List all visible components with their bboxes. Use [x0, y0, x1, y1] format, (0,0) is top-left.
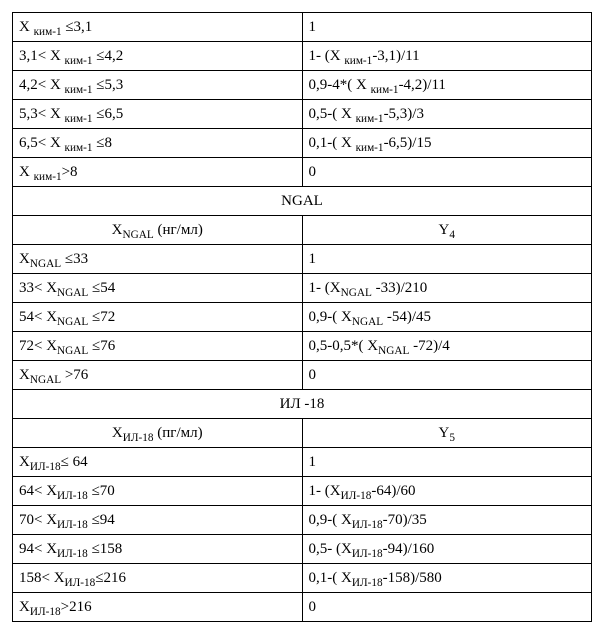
cell-condition: 54< XNGAL ≤72 — [13, 303, 303, 332]
cell-value: 0 — [302, 158, 592, 187]
cell-value: 0,5- (XИЛ-18-94)/160 — [302, 535, 592, 564]
cell-condition: 94< XИЛ-18 ≤158 — [13, 535, 303, 564]
cell-condition: XNGAL ≤33 — [13, 245, 303, 274]
cell-condition: 64< XИЛ-18 ≤70 — [13, 477, 303, 506]
cell-value: 1- (XИЛ-18-64)/60 — [302, 477, 592, 506]
cell-value: Y5 — [302, 419, 592, 448]
cell-value: 1 — [302, 245, 592, 274]
cell-condition: XИЛ-18>216 — [13, 593, 303, 622]
cell-value: 0,1-( XИЛ-18-158)/580 — [302, 564, 592, 593]
cell-value: 0 — [302, 593, 592, 622]
cell-value: 1 — [302, 448, 592, 477]
cell-condition: 158< XИЛ-18≤216 — [13, 564, 303, 593]
cell-condition: XNGAL >76 — [13, 361, 303, 390]
cell-value: Y4 — [302, 216, 592, 245]
section-title: ИЛ -18 — [13, 390, 592, 419]
formula-table: X ким-1 ≤3,113,1< X ким-1 ≤4,21- (X ким-… — [12, 12, 592, 622]
cell-condition: 4,2< X ким-1 ≤5,3 — [13, 71, 303, 100]
cell-value: 1 — [302, 13, 592, 42]
cell-value: 0,5-( X ким-1-5,3)/3 — [302, 100, 592, 129]
cell-condition: 3,1< X ким-1 ≤4,2 — [13, 42, 303, 71]
cell-value: 1- (XNGAL -33)/210 — [302, 274, 592, 303]
cell-condition: X ким-1>8 — [13, 158, 303, 187]
cell-condition: X ким-1 ≤3,1 — [13, 13, 303, 42]
cell-condition: XИЛ-18 (пг/мл) — [13, 419, 303, 448]
cell-condition: 70< XИЛ-18 ≤94 — [13, 506, 303, 535]
cell-condition: 33< XNGAL ≤54 — [13, 274, 303, 303]
cell-value: 0,9-( XNGAL -54)/45 — [302, 303, 592, 332]
cell-value: 0 — [302, 361, 592, 390]
cell-value: 0,9-4*( X ким-1-4,2)/11 — [302, 71, 592, 100]
cell-value: 0,5-0,5*( XNGAL -72)/4 — [302, 332, 592, 361]
section-title: NGAL — [13, 187, 592, 216]
cell-condition: 5,3< X ким-1 ≤6,5 — [13, 100, 303, 129]
cell-condition: XИЛ-18≤ 64 — [13, 448, 303, 477]
cell-condition: 72< XNGAL ≤76 — [13, 332, 303, 361]
cell-condition: 6,5< X ким-1 ≤8 — [13, 129, 303, 158]
cell-value: 0,9-( XИЛ-18-70)/35 — [302, 506, 592, 535]
cell-condition: XNGAL (нг/мл) — [13, 216, 303, 245]
cell-value: 1- (X ким-1-3,1)/11 — [302, 42, 592, 71]
cell-value: 0,1-( X ким-1-6,5)/15 — [302, 129, 592, 158]
